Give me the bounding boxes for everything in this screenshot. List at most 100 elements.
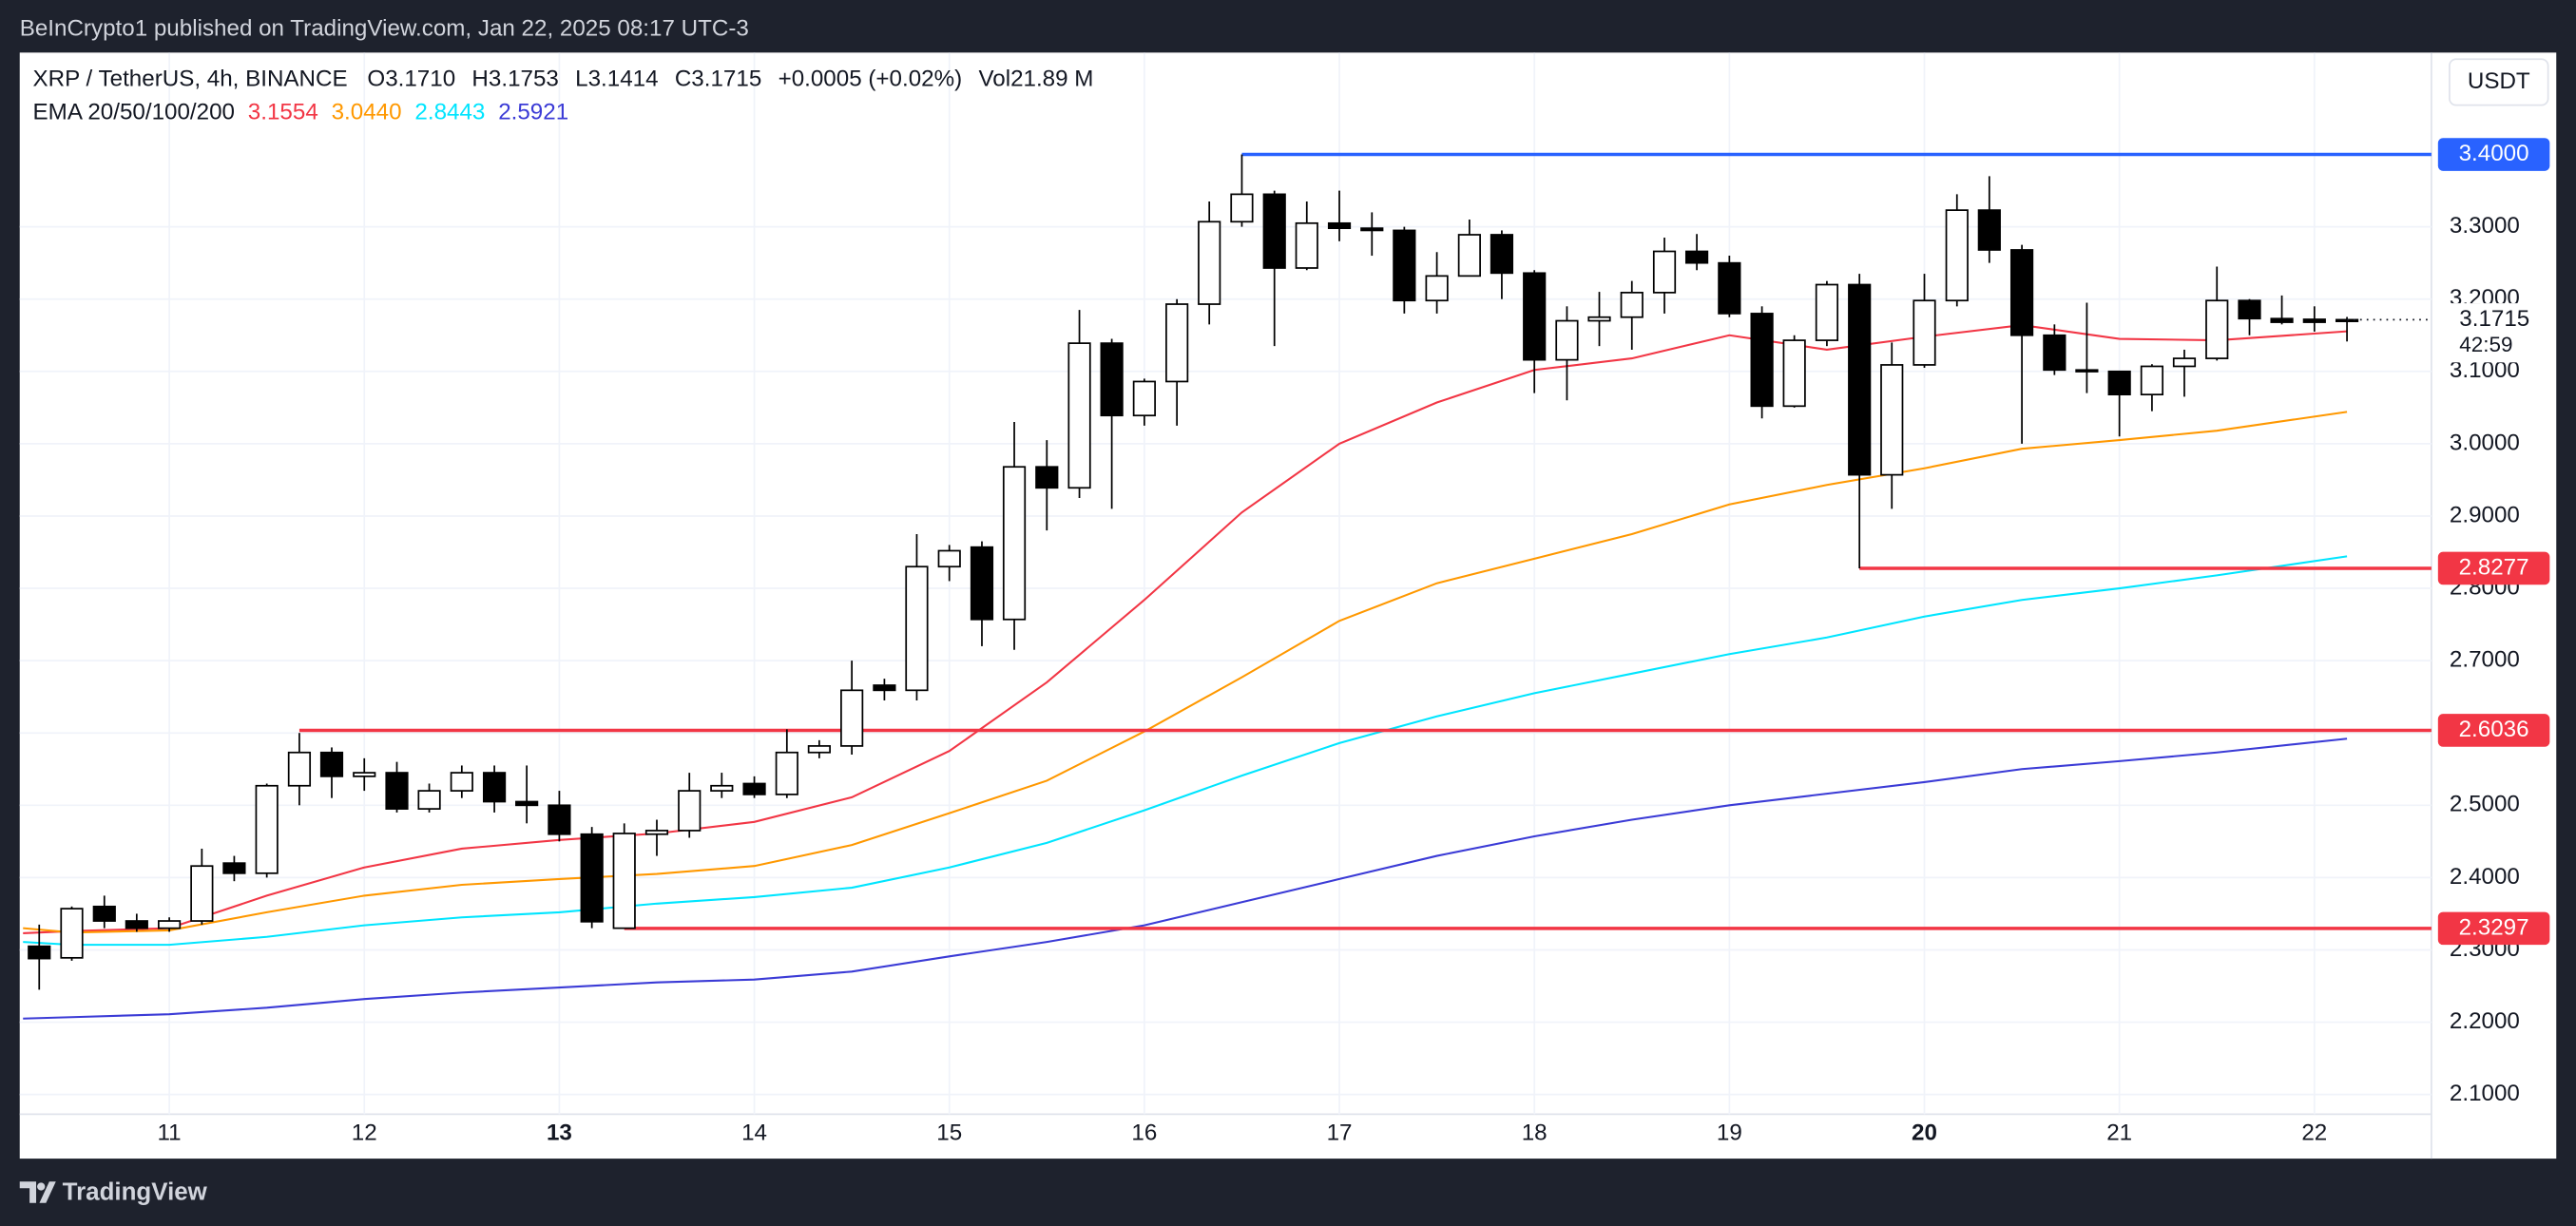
candle-body [2172,357,2197,368]
candle-body [678,790,702,832]
candle-body [1782,339,1806,408]
candle-body [612,833,636,929]
x-tick-label: 13 [547,1121,572,1146]
y-tick-label: 2.4000 [2450,864,2520,890]
volume-label: Vol [978,67,1010,92]
candle-body [2302,318,2326,323]
candle-body [2075,369,2099,373]
x-tick-label: 20 [1912,1121,1937,1146]
ohlc-label: O [367,67,385,92]
x-tick-label: 14 [741,1121,767,1146]
x-tick-label: 21 [2106,1121,2132,1146]
candle-body [222,862,246,874]
currency-label: USDT [2468,68,2530,94]
candle-body [255,784,279,874]
candle-body [287,751,312,787]
candle-body [937,549,961,568]
candle-body [807,745,831,754]
candle-body [548,804,571,835]
candle-body [1620,291,1644,318]
y-tick-label: 2.2000 [2450,1008,2520,1034]
candle-body [2009,249,2034,336]
candle-body [1523,272,1547,361]
candle-body [580,833,604,923]
level-label: 2.3297 [2459,914,2529,940]
indicator-legend: EMA 20/50/100/200 3.1554 3.0440 2.8443 2.592… [33,100,569,125]
brand-name: TradingView [63,1178,208,1205]
candle-body [1262,193,1286,269]
x-tick-label: 16 [1131,1121,1157,1146]
y-tick-label: 3.3000 [2450,213,2520,239]
level-badge [2437,714,2550,747]
ohlc-label: H [471,67,488,92]
y-tick-label: 2.1000 [2450,1081,2520,1106]
candle-body [1652,250,1677,294]
candle-body [1132,380,1156,417]
candle-body [1555,319,1579,361]
candle-body [92,905,116,922]
indicator-name: EMA 20/50/100/200 [33,100,235,125]
candle-body [2238,299,2261,320]
x-tick-label: 11 [158,1121,182,1146]
indicator-value: 3.0440 [332,100,402,125]
candle-body [775,751,798,795]
candle-body [1002,466,1027,621]
x-tick-label: 19 [1717,1121,1742,1146]
countdown-label: 42:59 [2459,333,2512,356]
candle-body [1360,227,1384,232]
ema-line [23,555,2348,947]
ema-line [23,738,2348,1020]
candle-body [2270,317,2294,323]
x-tick-label: 12 [352,1121,377,1146]
candle-body [1490,234,1514,275]
candle-body [970,546,994,621]
candle-body [873,684,896,692]
candle-body [1977,209,2001,251]
candle-body [417,790,441,810]
candle-body [1327,221,1352,230]
candle-body [644,830,669,835]
candle-body [450,772,473,792]
candle-body [1684,250,1709,264]
level-badge [2437,138,2550,171]
x-tick-label: 15 [936,1121,962,1146]
change: +0.0005 (+0.02%) [779,67,963,92]
last-price-bg [2434,303,2553,363]
symbol: XRP / TetherUS, 4h, BINANCE [33,67,348,92]
candle-body [710,784,734,792]
symbol-legend: XRP / TetherUS, 4h, BINANCE O3.1710 H3.175… [33,67,1094,92]
level-label: 3.4000 [2459,141,2529,166]
candle-body [1393,229,1416,302]
candle-body [353,772,376,777]
ohlc-value: 3.1710 [385,67,455,92]
candle-body [28,945,51,960]
candle-body [1457,234,1481,278]
ohlc-value: 3.1753 [489,67,559,92]
currency-button[interactable] [2449,58,2549,106]
candle-body [482,772,507,803]
published-note: BeInCrypto1 published on TradingView.com… [20,16,749,42]
candle-body [515,800,539,807]
candle-body [2140,365,2164,396]
candle-body [190,865,214,922]
level-label: 2.6036 [2459,717,2529,742]
candle-body [1230,193,1254,223]
candle-body [157,920,182,929]
candle-body [2043,334,2067,372]
candle-body [1718,261,1741,315]
candle-body [1750,313,1774,408]
level-label: 2.8277 [2459,554,2529,580]
indicator-value: 3.1554 [248,100,318,125]
x-tick-label: 18 [1522,1121,1548,1146]
candle-body [742,782,766,795]
last-price-label: 3.1715 [2459,306,2529,332]
candle-body [2107,370,2131,396]
volume-value: 21.89 M [1010,67,1093,92]
candle-body [1945,209,1969,302]
indicator-value: 2.8443 [414,100,485,125]
plot-area: 2.10002.20002.30002.40002.50002.60002.70… [19,52,2553,1146]
candle-body [1100,342,1124,417]
candle-body [385,772,409,810]
chart-panel [19,52,2557,1159]
